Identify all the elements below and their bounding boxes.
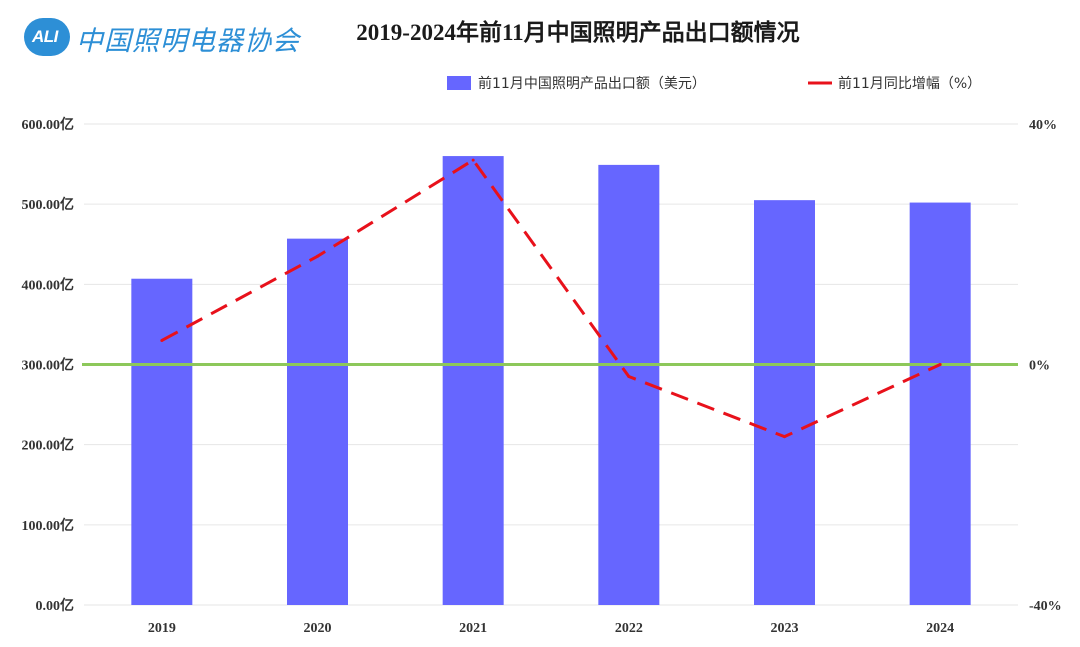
bar: [131, 278, 193, 605]
bar: [754, 200, 815, 606]
y2-tick-label: 40%: [1029, 118, 1057, 133]
y-axis-right: -40% 0% 40%: [1029, 118, 1062, 614]
x-tick-label: 2022: [615, 621, 643, 636]
logo-badge: ALI: [24, 18, 70, 56]
y-tick-label: 200.00亿: [22, 437, 75, 454]
growth-point: [627, 375, 631, 379]
legend-bar-swatch: [447, 76, 471, 90]
x-tick-label: 2021: [459, 621, 487, 636]
logo-name: 中国照明电器协会: [76, 26, 300, 57]
x-axis: 2019 2020 2021 2022 2023 2024: [148, 621, 954, 636]
bar: [287, 238, 348, 605]
growth-point: [160, 338, 164, 342]
y2-tick-label: 0%: [1029, 359, 1050, 374]
x-tick-label: 2023: [771, 621, 799, 636]
logo-badge-text: ALI: [32, 27, 58, 46]
growth-line: [161, 158, 941, 439]
y-tick-label: 100.00亿: [22, 517, 75, 534]
growth-point: [471, 158, 475, 162]
y-axis-left: 0.00亿 100.00亿 200.00亿 300.00亿 400.00亿 500.00亿…: [22, 116, 75, 614]
y-tick-label: 0.00亿: [36, 597, 75, 614]
logo: ALI 中国照明电器协会: [24, 14, 299, 60]
y-tick-label: 500.00亿: [22, 196, 75, 213]
bar: [442, 156, 504, 606]
legend: 前11月中国照明产品出口额（美元） 前11月同比增幅（%）: [447, 75, 981, 92]
legend-line-label: 前11月同比增幅（%）: [838, 75, 981, 92]
legend-bar-label: 前11月中国照明产品出口额（美元）: [478, 75, 706, 92]
x-tick-label: 2019: [148, 621, 176, 636]
chart-title: 2019-2024年前11月中国照明产品出口额情况: [356, 19, 799, 45]
y-tick-label: 600.00亿: [22, 116, 75, 133]
growth-point: [938, 363, 942, 366]
growth-point: [316, 254, 319, 258]
x-tick-label: 2024: [926, 621, 954, 636]
y-tick-label: 400.00亿: [22, 276, 75, 293]
growth-point: [783, 435, 786, 439]
bar: [909, 202, 971, 605]
y-tick-label: 300.00亿: [22, 357, 75, 374]
x-tick-label: 2020: [304, 621, 332, 636]
y2-tick-label: -40%: [1029, 599, 1062, 614]
growth-line-group: [160, 158, 942, 439]
bars: [131, 156, 971, 606]
